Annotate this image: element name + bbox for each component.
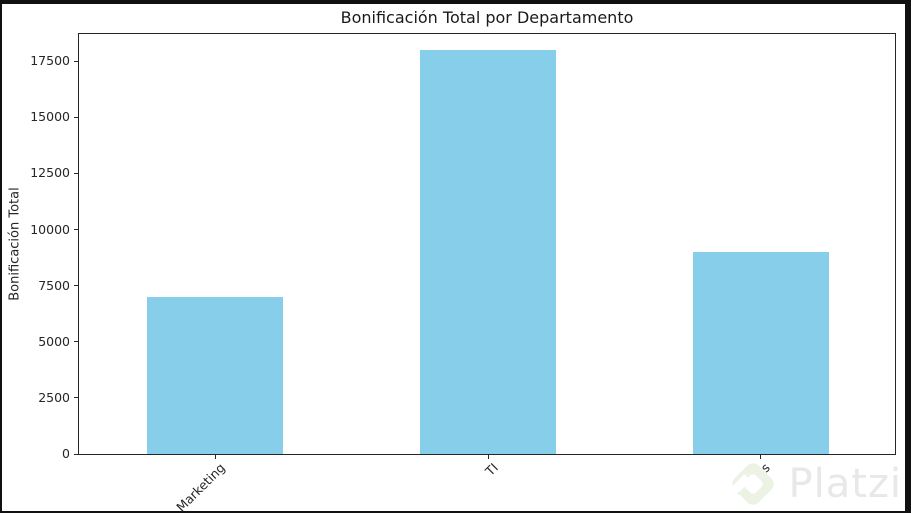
y-tick-mark bbox=[74, 453, 79, 455]
y-tick-mark bbox=[74, 60, 79, 62]
y-tick-label: 0 bbox=[62, 446, 70, 461]
window-frame-right bbox=[905, 0, 911, 513]
y-tick-label: 2500 bbox=[38, 389, 70, 405]
y-tick-label: 17500 bbox=[30, 53, 70, 69]
chart-title: Bonificación Total por Departamento bbox=[340, 8, 634, 27]
y-axis-label: Bonificación Total bbox=[7, 187, 23, 301]
window-frame-left bbox=[0, 0, 2, 513]
watermark-text: Platzi bbox=[788, 461, 902, 507]
window-frame-bottom bbox=[0, 511, 911, 513]
y-tick-mark bbox=[74, 397, 79, 399]
plot-area: 0 2500 5000 7500 10000 12500 15000 17500 Marketi… bbox=[30, 33, 896, 513]
y-tick-mark bbox=[74, 229, 79, 231]
x-tick-mark bbox=[760, 454, 762, 459]
y-tick-mark bbox=[74, 172, 79, 174]
x-tick-label: Ventas bbox=[732, 460, 774, 501]
bar-marketing bbox=[147, 296, 284, 454]
window-frame-top bbox=[0, 0, 911, 4]
y-tick-label: 12500 bbox=[30, 165, 70, 181]
y-tick-mark bbox=[74, 341, 79, 343]
bar-ventas bbox=[692, 251, 829, 454]
bar-ti bbox=[419, 49, 557, 454]
x-tick-mark bbox=[487, 454, 489, 459]
x-tick-label: Marketing bbox=[173, 460, 228, 513]
y-tick-label: 5000 bbox=[38, 333, 70, 349]
y-tick-label: 10000 bbox=[30, 221, 70, 237]
y-tick-mark bbox=[74, 285, 79, 287]
y-tick-label: 7500 bbox=[38, 277, 70, 293]
x-tick-label: TI bbox=[481, 460, 501, 479]
x-tick-mark bbox=[214, 454, 216, 459]
y-tick-label: 15000 bbox=[30, 109, 70, 125]
y-tick-mark bbox=[74, 116, 79, 118]
